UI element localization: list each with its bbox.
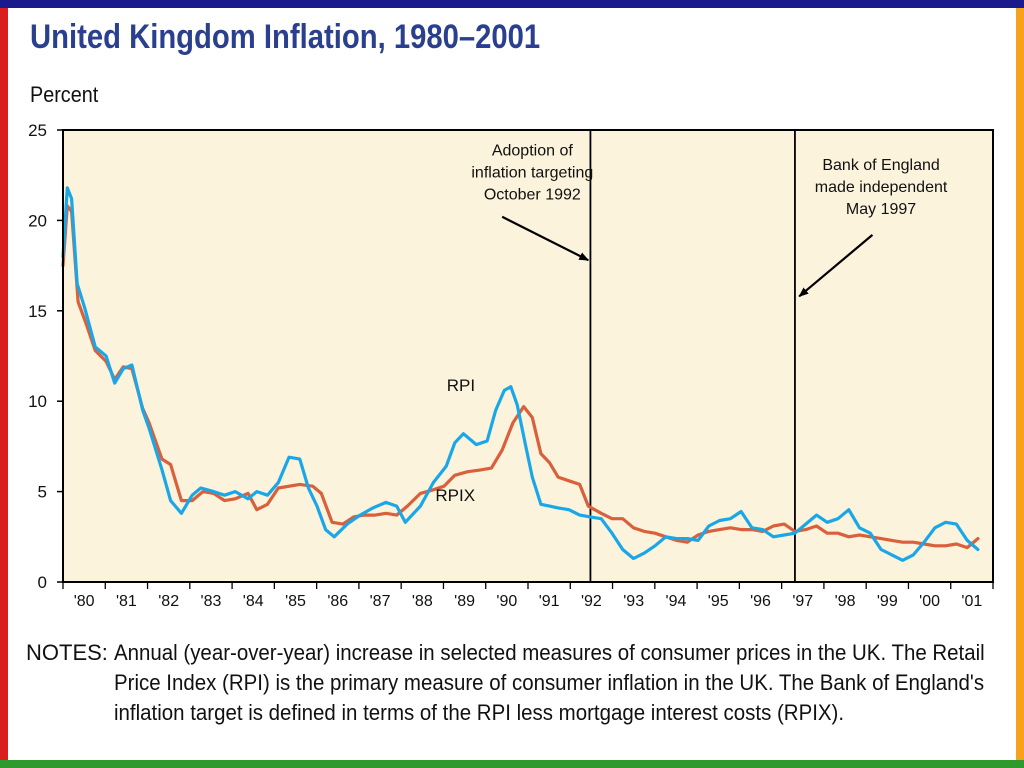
y-tick-label: 20	[28, 211, 47, 230]
series-label: RPI	[447, 376, 475, 395]
x-tick-label: '01	[961, 593, 982, 610]
event-annotation-text: Bank of England	[822, 157, 939, 174]
event-annotation-text: October 1992	[484, 186, 581, 203]
x-tick-label: '84	[243, 593, 264, 610]
notes-label: NOTES:	[26, 640, 108, 665]
x-tick-label: '00	[919, 593, 940, 610]
y-tick-label: 25	[28, 121, 47, 140]
chart-title: United Kingdom Inflation, 1980–2001	[30, 18, 541, 56]
x-tick-label: '86	[327, 593, 348, 610]
series-label: RPIX	[435, 486, 475, 505]
x-tick-label: '97	[792, 593, 813, 610]
x-tick-label: '90	[496, 593, 517, 610]
y-tick-label: 15	[28, 302, 47, 321]
x-tick-label: '89	[454, 593, 475, 610]
y-tick-label: 10	[28, 392, 47, 411]
event-annotation-text: May 1997	[846, 201, 916, 218]
bottom-border	[0, 760, 1024, 768]
x-tick-label: '81	[116, 593, 137, 610]
y-tick-label: 5	[38, 483, 47, 502]
x-tick-label: '83	[201, 593, 222, 610]
x-tick-label: '94	[666, 593, 687, 610]
notes-line: Annual (year-over-year) increase in sele…	[114, 640, 985, 665]
top-border	[0, 0, 1024, 8]
x-tick-label: '98	[835, 593, 856, 610]
rpi-series-line	[61, 186, 980, 562]
left-border	[0, 8, 8, 760]
x-tick-label: '93	[623, 593, 644, 610]
event-annotation-text: made independent	[815, 179, 948, 196]
x-tick-label: '85	[285, 593, 306, 610]
y-tick-label: 0	[38, 573, 47, 592]
x-tick-label: '82	[158, 593, 179, 610]
notes-text: Annual (year-over-year) increase in sele…	[114, 638, 985, 728]
x-tick-label: '80	[74, 593, 95, 610]
right-border	[1016, 8, 1024, 760]
y-axis-unit-label: Percent	[30, 82, 99, 107]
x-tick-label: '87	[370, 593, 391, 610]
annotation-arrow	[501, 215, 590, 262]
event-annotation-text: inflation targeting	[471, 164, 593, 181]
plot-frame	[62, 129, 994, 583]
x-tick-label: '91	[539, 593, 560, 610]
x-tick-label: '96	[750, 593, 771, 610]
annotation-arrow	[798, 234, 874, 298]
x-tick-label: '88	[412, 593, 433, 610]
plot-area	[63, 130, 993, 582]
notes-line: Price Index (RPI) is the primary measure…	[114, 670, 985, 695]
event-annotation-text: Adoption of	[492, 142, 574, 159]
notes-line: inflation target is defined in terms of …	[114, 700, 845, 725]
x-tick-label: '99	[877, 593, 898, 610]
x-tick-label: '92	[581, 593, 602, 610]
x-tick-label: '95	[708, 593, 729, 610]
